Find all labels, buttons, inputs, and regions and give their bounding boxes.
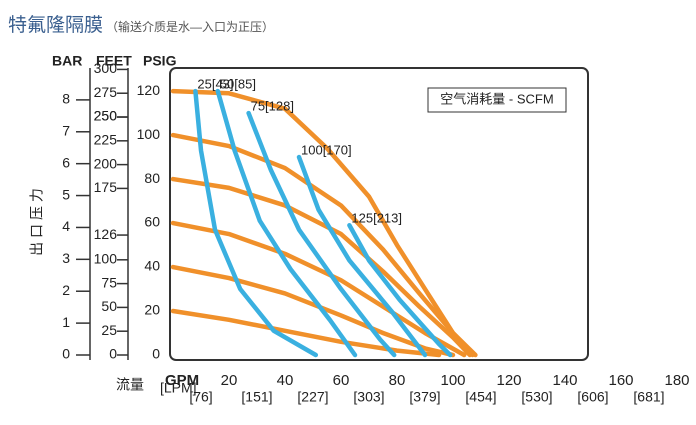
bar-tick-label: 2: [62, 282, 70, 298]
feet-tick-label: 75: [101, 274, 117, 290]
scfm-label: 25[43]: [197, 77, 233, 92]
bar-tick-label: 8: [62, 91, 70, 107]
bar-tick-label: 7: [62, 122, 70, 138]
feet-tick-label: 200: [94, 155, 118, 171]
y-tick-label: 120: [137, 82, 161, 98]
x-tick-label-lpm: [530]: [521, 389, 552, 405]
y-tick-label: 40: [144, 258, 160, 274]
bar-tick-label: 1: [62, 314, 70, 330]
x-tick-label: 140: [552, 372, 577, 389]
feet-tick-label: 250: [94, 108, 118, 124]
x-tick-label: 60: [333, 372, 350, 389]
x-tick-label: 180: [664, 372, 689, 389]
x-tick-label-lpm: [379]: [409, 389, 440, 405]
x-axis-label: 流量: [116, 377, 144, 393]
feet-tick-label: 126: [94, 226, 118, 242]
scfm-curve: [296, 154, 428, 358]
feet-tick-label: 175: [94, 179, 118, 195]
bar-tick-label: 0: [62, 346, 70, 362]
x-tick-label-lpm: [681]: [633, 389, 664, 405]
legend-box: [427, 87, 567, 113]
x-unit: GPM: [165, 372, 199, 389]
scfm-curve: [347, 222, 453, 358]
pressure-curve: [170, 220, 467, 358]
bar-tick-label: 4: [62, 218, 70, 234]
title: 特氟隆隔膜: [8, 14, 103, 36]
pressure-curve: [170, 264, 456, 358]
bar-axis-title: BAR: [52, 53, 82, 69]
scfm-curve: [246, 110, 397, 358]
feet-tick-label: 50: [101, 298, 117, 314]
scfm-label: 75[128]: [251, 99, 294, 114]
x-tick-label: 40: [277, 372, 294, 389]
x-tick-label-lpm: [454]: [465, 389, 496, 405]
y-tick-label: 60: [144, 214, 160, 230]
feet-tick-label: 300: [94, 60, 118, 76]
feet-tick-label: 275: [94, 84, 118, 100]
subtitle: （输送介质是水—入口为正压）: [106, 19, 274, 34]
pressure-curve: [170, 176, 473, 358]
bar-tick-label: 6: [62, 154, 70, 170]
scfm-label: 125[213]: [351, 211, 402, 226]
scfm-curve: [193, 88, 319, 358]
scfm-label: 100[170]: [301, 143, 352, 158]
legend-title: 空气消耗量 - SCFM: [440, 91, 553, 106]
scfm-label: 50[85]: [220, 77, 256, 92]
plot-frame: [169, 67, 589, 361]
x-tick-label-lpm: [76]: [189, 389, 212, 405]
pressure-curve: [170, 88, 478, 358]
feet-tick-label: 250: [94, 108, 118, 124]
x-tick-label-lpm: [151]: [241, 389, 272, 405]
scfm-curve: [215, 88, 358, 358]
pressure-curve: [170, 132, 475, 358]
feet-tick-label: 0: [109, 346, 117, 362]
x-tick-label: 100: [440, 372, 465, 389]
feet-axis-title: FEET: [96, 53, 132, 69]
x-tick-label: 80: [389, 372, 406, 389]
x-tick-label-lpm: [303]: [353, 389, 384, 405]
y-tick-label: 100: [137, 126, 161, 142]
bar-tick-label: 3: [62, 250, 70, 266]
feet-tick-label: 225: [94, 132, 118, 148]
y-axis-label: 出 口 压 力: [29, 188, 45, 256]
x-unit2: [LPM]: [160, 380, 197, 396]
bar-tick-label: 5: [62, 186, 70, 202]
x-tick-label-lpm: [606]: [577, 389, 608, 405]
psig-axis-title: PSIG: [143, 53, 177, 69]
y-tick-label: 20: [144, 302, 160, 318]
x-tick-label: 120: [496, 372, 521, 389]
x-tick-label: 160: [608, 372, 633, 389]
feet-tick-label: 25: [101, 322, 117, 338]
y-tick-label: 0: [152, 346, 160, 362]
feet-tick-label: 100: [94, 251, 118, 267]
x-tick-label-lpm: [227]: [297, 389, 328, 405]
y-tick-label: 80: [144, 170, 160, 186]
x-tick-label: 20: [221, 372, 238, 389]
pressure-curve: [170, 308, 442, 358]
